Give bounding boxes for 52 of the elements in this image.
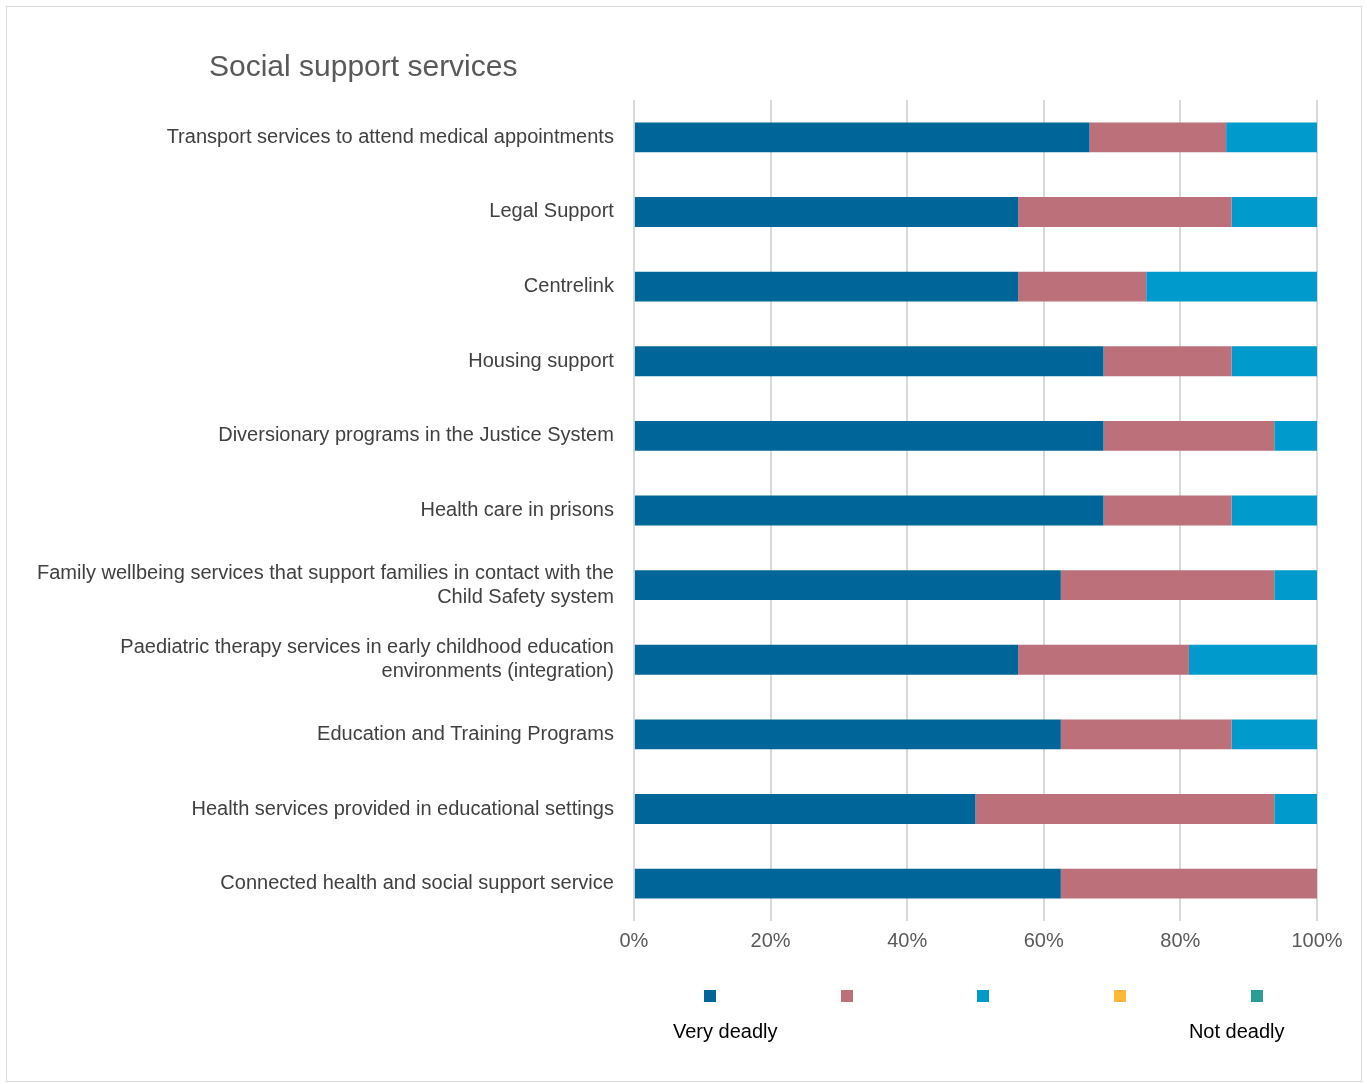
x-tick-label: 60% xyxy=(1023,928,1064,951)
y-tick-label: Health services provided in educational settings xyxy=(191,796,614,819)
bar xyxy=(1231,495,1317,526)
bar xyxy=(634,570,1061,601)
bar xyxy=(1018,271,1147,302)
bar xyxy=(1060,868,1317,899)
y-tick-label: Family wellbeing services that support families in contact with the Child Safety system xyxy=(36,560,614,607)
bar xyxy=(634,868,1061,899)
bar xyxy=(1103,495,1232,526)
bar xyxy=(634,197,1019,227)
x-tick-label: 0% xyxy=(619,928,649,951)
x-tick-label: 80% xyxy=(1160,928,1201,951)
bar xyxy=(1274,420,1317,451)
text: Social support services xyxy=(209,49,518,83)
bar xyxy=(1018,644,1189,675)
y-tick-label: Legal Support xyxy=(489,199,615,222)
bar xyxy=(634,271,1019,302)
bar xyxy=(1018,197,1232,227)
y-tick-label: Connected health and social support service xyxy=(220,871,614,894)
y-tick-label: Health care in prisons xyxy=(420,498,614,521)
bar xyxy=(1060,719,1232,750)
bar xyxy=(634,122,1090,153)
x-tick-label: 100% xyxy=(1291,928,1343,951)
y-tick-label: Transport services to attend medical appointments xyxy=(166,124,614,147)
bar xyxy=(1060,570,1275,601)
text: Very deadly xyxy=(672,1019,778,1042)
y-tick-label: Paediatric therapy services in early childhood education environments (integration) xyxy=(120,635,614,682)
text: Not deadly xyxy=(1188,1019,1285,1042)
bar xyxy=(634,719,1061,750)
bar xyxy=(1089,122,1227,153)
bar xyxy=(975,794,1275,824)
bar xyxy=(1274,794,1317,824)
y-tick-label: Centrelink xyxy=(523,274,615,297)
bar xyxy=(634,346,1104,377)
y-tick-label: Education and Training Programs xyxy=(317,721,614,744)
y-tick-label: Diversionary programs in the Justice System xyxy=(218,423,614,446)
bar xyxy=(1188,644,1317,675)
x-tick-label: 40% xyxy=(887,928,928,951)
bar xyxy=(1103,420,1275,451)
bar xyxy=(1231,346,1317,377)
bar xyxy=(1226,122,1317,153)
bar xyxy=(634,794,976,824)
bar xyxy=(1231,197,1317,227)
bar xyxy=(1231,719,1317,750)
bar xyxy=(634,495,1104,526)
bar xyxy=(1103,346,1232,377)
y-tick-label: Housing support xyxy=(468,348,615,371)
bar xyxy=(634,420,1104,451)
bar xyxy=(1274,570,1317,601)
bar xyxy=(634,644,1019,675)
x-tick-label: 20% xyxy=(750,928,791,951)
bar xyxy=(1146,271,1317,302)
